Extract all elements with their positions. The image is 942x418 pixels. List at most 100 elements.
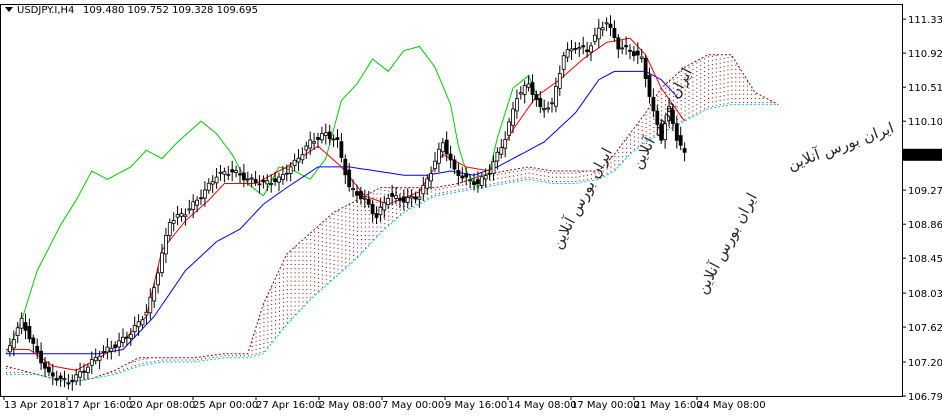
cloud-hatch <box>318 241 319 242</box>
cloud-hatch <box>735 73 736 74</box>
cloud-hatch <box>349 229 350 230</box>
cloud-hatch <box>540 171 541 172</box>
cloud-hatch <box>618 160 619 161</box>
cloud-hatch <box>287 285 288 286</box>
cloud-hatch <box>271 300 272 301</box>
cloud-hatch <box>330 280 331 281</box>
cloud-hatch <box>708 98 709 99</box>
cloud-hatch <box>260 332 261 333</box>
cloud-hatch <box>111 373 112 374</box>
cloud-hatch <box>341 211 342 212</box>
candle-bull <box>554 87 557 107</box>
cloud-hatch <box>720 100 721 101</box>
cloud-hatch <box>716 72 717 73</box>
cloud-hatch <box>704 83 705 84</box>
cloud-hatch <box>708 77 709 78</box>
cloud-hatch <box>330 226 331 227</box>
cloud-hatch <box>720 63 721 64</box>
candle-bull <box>102 351 105 352</box>
cloud-hatch <box>291 310 292 311</box>
cloud-hatch <box>657 100 658 101</box>
cloud-hatch <box>361 210 362 211</box>
cloud-hatch <box>263 314 264 315</box>
candle-bear <box>44 363 47 369</box>
cloud-hatch <box>279 299 280 300</box>
cloud-hatch <box>338 223 339 224</box>
cloud-hatch <box>306 243 307 244</box>
candle-bull <box>434 161 437 168</box>
cloud-hatch <box>349 209 350 210</box>
candle-bull <box>145 312 148 315</box>
cloud-hatch <box>560 177 561 178</box>
cloud-hatch <box>696 88 697 89</box>
candle-bear <box>582 46 585 47</box>
cloud-hatch <box>497 174 498 175</box>
cloud-hatch <box>708 86 709 87</box>
cloud-hatch <box>739 94 740 95</box>
cloud-hatch <box>708 57 709 58</box>
cloud-hatch <box>170 360 171 361</box>
candle-bull <box>488 173 491 174</box>
cloud-hatch <box>271 337 272 338</box>
cloud-hatch <box>400 193 401 194</box>
cloud-hatch <box>357 231 358 232</box>
cloud-hatch <box>408 208 409 209</box>
cloud-hatch <box>302 252 303 253</box>
cloud-hatch <box>295 293 296 294</box>
cloud-hatch <box>314 290 315 291</box>
cloud-hatch <box>720 79 721 80</box>
cloud-hatch <box>735 98 736 99</box>
cloud-hatch <box>349 242 350 243</box>
candle-bull <box>149 297 152 313</box>
candle-bull <box>578 48 581 49</box>
candle-bull <box>320 134 323 140</box>
cloud-hatch <box>310 285 311 286</box>
cloud-hatch <box>349 263 350 264</box>
cloud-hatch <box>283 319 284 320</box>
cloud-hatch <box>377 235 378 236</box>
candle-bull <box>16 328 19 336</box>
candle-bull <box>192 202 195 210</box>
cloud-hatch <box>318 290 319 291</box>
candle-bear <box>531 83 534 95</box>
cloud-hatch <box>299 297 300 298</box>
cloud-hatch <box>720 59 721 60</box>
cloud-hatch <box>579 176 580 177</box>
cloud-hatch <box>302 277 303 278</box>
candle-bear <box>359 192 362 199</box>
candle-bull <box>133 326 136 332</box>
cloud-hatch <box>6 368 7 369</box>
cloud-hatch <box>310 239 311 240</box>
cloud-hatch <box>435 189 436 190</box>
cloud-hatch <box>341 270 342 271</box>
cloud-hatch <box>720 104 721 105</box>
cloud-hatch <box>388 216 389 217</box>
cloud-hatch <box>345 241 346 242</box>
cloud-hatch <box>349 234 350 235</box>
candle-bear <box>629 50 632 51</box>
cloud-hatch <box>735 69 736 70</box>
cloud-hatch <box>291 272 292 273</box>
cloud-hatch <box>341 216 342 217</box>
cloud-hatch <box>728 82 729 83</box>
cloud-hatch <box>283 323 284 324</box>
cloud-hatch <box>263 326 264 327</box>
cloud-hatch <box>310 264 311 265</box>
cloud-hatch <box>326 263 327 264</box>
cloud-hatch <box>338 227 339 228</box>
cloud-hatch <box>377 227 378 228</box>
cloud-hatch <box>345 233 346 234</box>
cloud-hatch <box>618 152 619 153</box>
cloud-hatch <box>275 291 276 292</box>
cloud-hatch <box>158 360 159 361</box>
candle-bear <box>398 199 401 201</box>
cloud-hatch <box>763 98 764 99</box>
cloud-hatch <box>552 177 553 178</box>
candle-bull <box>324 133 327 136</box>
cloud-hatch <box>275 324 276 325</box>
cloud-hatch <box>314 240 315 241</box>
cloud-hatch <box>267 330 268 331</box>
cloud-hatch <box>263 318 264 319</box>
cloud-hatch <box>692 94 693 95</box>
